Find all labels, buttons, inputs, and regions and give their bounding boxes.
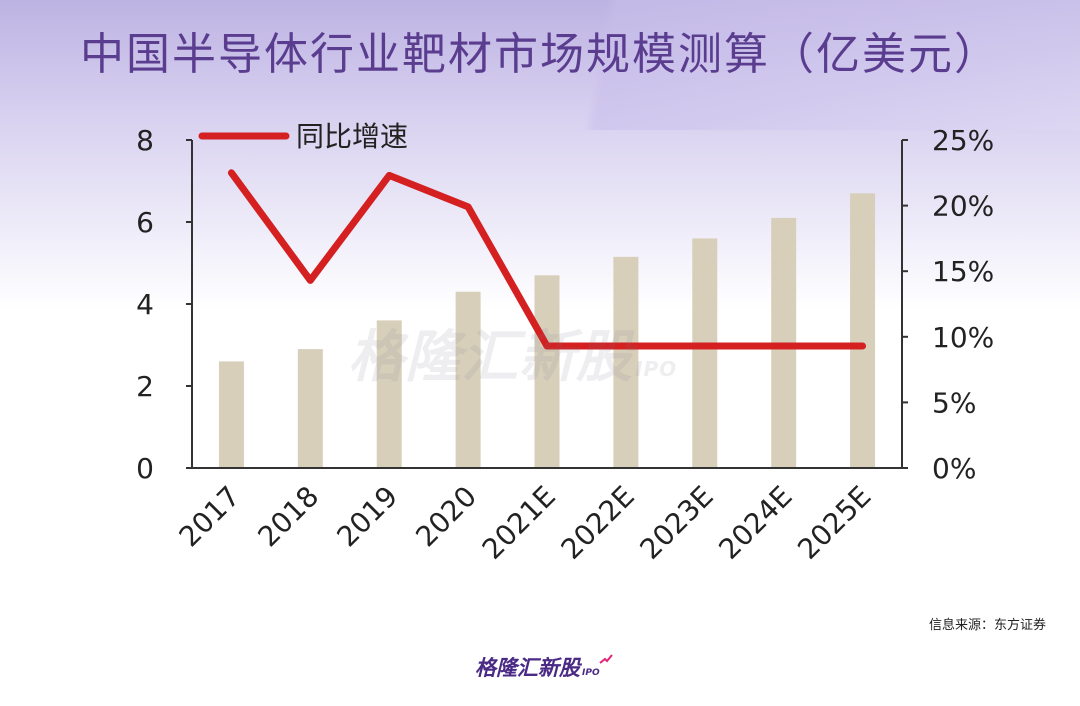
x-tick-label: 2020 xyxy=(409,480,483,554)
y-left-tick-label: 2 xyxy=(136,370,154,403)
x-tick-label: 2024E xyxy=(712,480,798,566)
y-left-tick-label: 0 xyxy=(136,452,154,485)
bar-2017 xyxy=(218,361,244,468)
bar-2018 xyxy=(297,349,323,468)
bar-2025E xyxy=(850,193,876,469)
y-right-tick-label: 10% xyxy=(932,321,994,354)
line-group xyxy=(227,169,867,350)
footer-logo-text: 格隆汇新股 xyxy=(475,656,580,680)
x-tick-label: 2018 xyxy=(252,480,326,554)
bar-2022E xyxy=(613,256,639,468)
chart-title: 中国半导体行业靶材市场规模测算（亿美元） xyxy=(80,29,1000,80)
y-right-tick-label: 20% xyxy=(932,190,994,223)
bar-2019 xyxy=(376,320,402,468)
x-tick-label: 2023E xyxy=(633,480,719,566)
y-right-tick-label: 0% xyxy=(932,452,976,485)
logo-arrow-icon xyxy=(599,654,613,664)
header-accent-shape xyxy=(0,0,1080,130)
x-tick-label: 2019 xyxy=(330,480,404,554)
footer-logo: 格隆汇新股 IPO xyxy=(475,652,635,682)
bar-2023E xyxy=(692,238,718,468)
legend: 同比增速 xyxy=(198,120,408,153)
bar-2020 xyxy=(455,291,481,468)
x-tick-label: 2021E xyxy=(476,480,562,566)
y-left-tick-label: 4 xyxy=(136,288,154,321)
source-note: 信息来源：东方证券 xyxy=(928,618,1046,633)
y-right-tick-label: 5% xyxy=(932,386,976,419)
x-tick-label: 2025E xyxy=(791,480,877,566)
y-right-tick-label: 15% xyxy=(932,255,994,288)
legend-label: 同比增速 xyxy=(296,120,408,153)
x-tick-label: 2017 xyxy=(173,480,247,554)
bar-2021E xyxy=(534,275,560,468)
y-right-tick-label: 25% xyxy=(932,124,994,157)
footer-logo-suffix: IPO xyxy=(582,668,600,678)
y-left-tick-label: 6 xyxy=(136,206,154,239)
bars-group xyxy=(218,193,876,469)
y-left-tick-label: 8 xyxy=(136,124,154,157)
x-tick-label: 2022E xyxy=(555,480,641,566)
